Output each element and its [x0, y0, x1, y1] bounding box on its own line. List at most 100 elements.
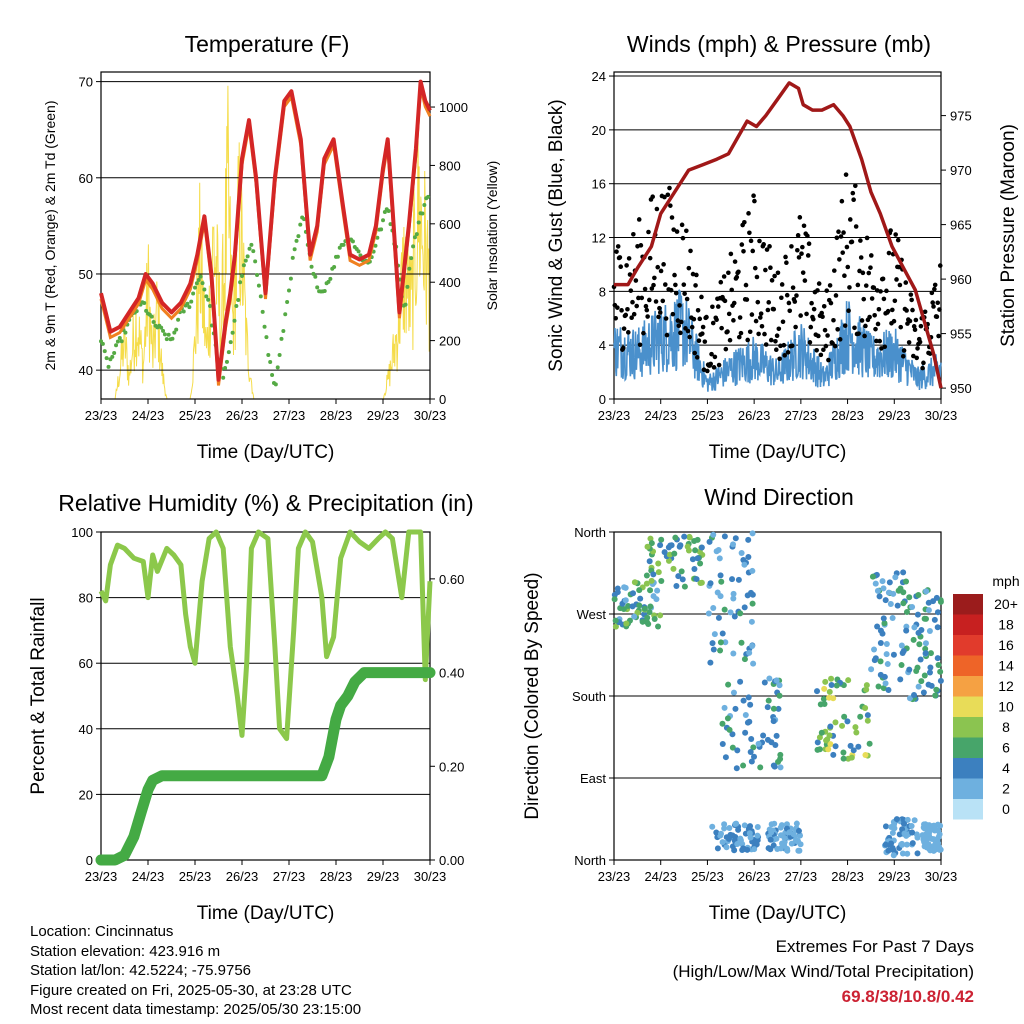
wind-direction-point — [909, 840, 916, 847]
wind-direction-point — [749, 600, 756, 607]
x-tick-label: 23/23 — [598, 408, 631, 423]
gust-point — [786, 300, 792, 306]
wind-direction-point — [909, 604, 916, 611]
gust-point — [858, 255, 864, 260]
wind-direction-point — [721, 821, 728, 828]
wind-direction-point — [921, 825, 928, 832]
wind-direction-point — [721, 606, 728, 613]
gust-point — [678, 330, 683, 336]
wind-direction-point — [894, 602, 901, 609]
gust-point — [625, 306, 630, 312]
dewpoint-point — [104, 356, 109, 361]
dewpoint-point — [251, 249, 256, 254]
gust-point — [651, 282, 656, 288]
wind-direction-point — [689, 556, 696, 563]
wind-direction-point — [722, 639, 729, 646]
wind-direction-point — [877, 640, 884, 647]
gust-point — [678, 319, 684, 325]
dewpoint-point — [290, 255, 295, 260]
dewpoint-point — [202, 287, 207, 292]
humidity-precip-panel: 0 20 40 60 80 100 23/23 24/23 25/23 26/23 27/23 28/… — [28, 490, 474, 924]
wind-direction-point — [764, 736, 771, 743]
wind-direction-point — [738, 549, 745, 556]
wind-direction-point — [816, 746, 823, 753]
temp-2m-line — [99, 79, 432, 382]
created-text: Figure created on Fri, 2025-05-30, at 23… — [30, 981, 352, 999]
gust-point — [647, 297, 652, 303]
gust-point — [809, 300, 814, 306]
gust-point — [662, 194, 667, 200]
gust-point — [650, 194, 655, 200]
y-tick-label: 20 — [592, 123, 606, 138]
wind-direction-point — [622, 597, 629, 604]
dewpoint-point — [114, 343, 119, 348]
wind-direction-point — [751, 846, 758, 853]
wind-direction-point — [793, 837, 800, 844]
legend-swatch — [953, 799, 983, 820]
gust-point — [732, 259, 738, 264]
gust-point — [761, 242, 766, 247]
legend-label: 0 — [1002, 801, 1010, 817]
gust-point — [779, 282, 785, 287]
gust-point — [818, 352, 824, 358]
gust-point — [896, 264, 902, 270]
gust-point — [686, 265, 692, 271]
wind-direction-point — [932, 692, 939, 699]
gust-point — [737, 315, 743, 320]
wind-direction-point — [776, 692, 783, 699]
wind-direction-point — [853, 729, 860, 736]
legend-label: 16 — [998, 637, 1014, 653]
wind-direction-point — [679, 576, 686, 583]
wind-direction-point — [828, 675, 835, 682]
gust-point — [614, 249, 619, 254]
gust-point — [652, 275, 657, 281]
y-axis-title: Sonic Wind & Gust (Blue, Black) — [546, 99, 567, 371]
gust-point — [633, 278, 639, 283]
wind-direction-point — [717, 647, 724, 654]
wind-direction-point — [884, 661, 891, 668]
gust-point — [631, 231, 636, 237]
gust-point — [801, 223, 807, 229]
legend-label: 10 — [998, 699, 1014, 715]
wind-direction-point — [935, 834, 942, 841]
y2-tick-label: 600 — [439, 217, 461, 232]
y-tick-label: 70 — [79, 75, 93, 90]
legend-swatch — [953, 676, 983, 697]
wind-direction-point — [915, 683, 922, 690]
wind-direction-point — [922, 650, 929, 657]
gust-point — [764, 247, 770, 252]
wind-direction-point — [911, 691, 918, 698]
gust-point — [669, 215, 675, 220]
wind-direction-point — [877, 658, 884, 665]
gust-point — [798, 313, 803, 318]
gust-point — [885, 308, 891, 314]
plot-frame — [613, 71, 942, 400]
wind-direction-point — [707, 659, 714, 666]
x-tick-label: 25/23 — [691, 408, 724, 423]
x-tick-label: 27/23 — [273, 408, 306, 423]
wind-direction-point — [646, 609, 653, 616]
wind-direction-point — [709, 823, 716, 830]
wind-direction-point — [924, 844, 931, 851]
y-axis-title: 2m & 9m T (Red, Orange) & 2m Td (Green) — [42, 101, 58, 371]
wind-direction-point — [713, 548, 720, 555]
wind-direction-point — [916, 641, 923, 648]
gust-point — [842, 323, 848, 328]
wind-direction-point — [883, 651, 890, 658]
gust-point — [748, 238, 754, 244]
gust-point — [625, 330, 631, 335]
gust-point — [888, 228, 893, 233]
wind-direction-point — [925, 607, 932, 614]
wind-direction-point — [694, 555, 701, 562]
gust-point — [814, 347, 819, 353]
dewpoint-point — [181, 309, 186, 314]
dewpoint-point — [162, 332, 167, 337]
wind-direction-point — [725, 681, 732, 688]
wind-direction-point — [897, 676, 904, 683]
wind-direction-point — [614, 585, 621, 592]
x-tick-label: 30/23 — [925, 408, 958, 423]
gust-point — [869, 296, 875, 301]
wind-direction-point — [882, 597, 889, 604]
y-tick-label: 80 — [79, 591, 93, 606]
wind-direction-point — [647, 603, 654, 610]
